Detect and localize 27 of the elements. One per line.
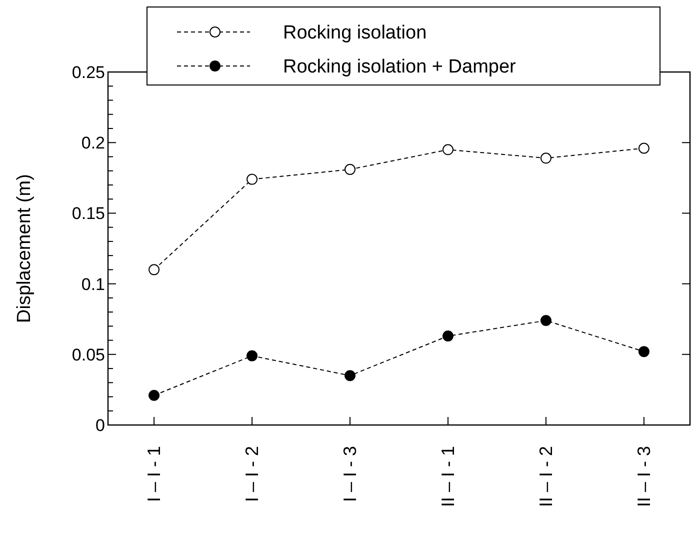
- legend-label: Rocking isolation + Damper: [283, 56, 517, 78]
- x-tick-label: I – I - 2: [242, 446, 262, 502]
- y-tick-label: 0: [96, 416, 105, 435]
- point: [442, 144, 454, 156]
- point: [344, 370, 356, 382]
- point: [148, 390, 160, 401]
- x-tick-label: I – I - 1: [144, 446, 164, 502]
- y-tick-label: 0.25: [72, 62, 105, 82]
- point: [246, 350, 258, 362]
- y-tick-label: 0.2: [81, 134, 105, 153]
- x-tick-label: II – I - 1: [438, 446, 458, 508]
- y-tick-label: 0.1: [81, 274, 105, 294]
- point: [344, 164, 356, 175]
- point: [246, 174, 258, 185]
- x-tick-label: II – I - 3: [634, 446, 654, 508]
- x-tick-label: I – I - 3: [340, 446, 360, 502]
- y-tick-label: 0.05: [72, 345, 105, 364]
- point: [638, 142, 650, 154]
- point: [442, 330, 454, 342]
- x-tick-label: II – I - 2: [536, 446, 556, 508]
- point: [540, 152, 552, 164]
- point: [540, 315, 552, 326]
- y-axis-title: Displacement (m): [14, 174, 35, 323]
- point: [148, 264, 160, 276]
- point: [638, 346, 650, 358]
- y-tick-label: 0.15: [72, 204, 105, 224]
- legend-label: Rocking isolation: [283, 22, 427, 44]
